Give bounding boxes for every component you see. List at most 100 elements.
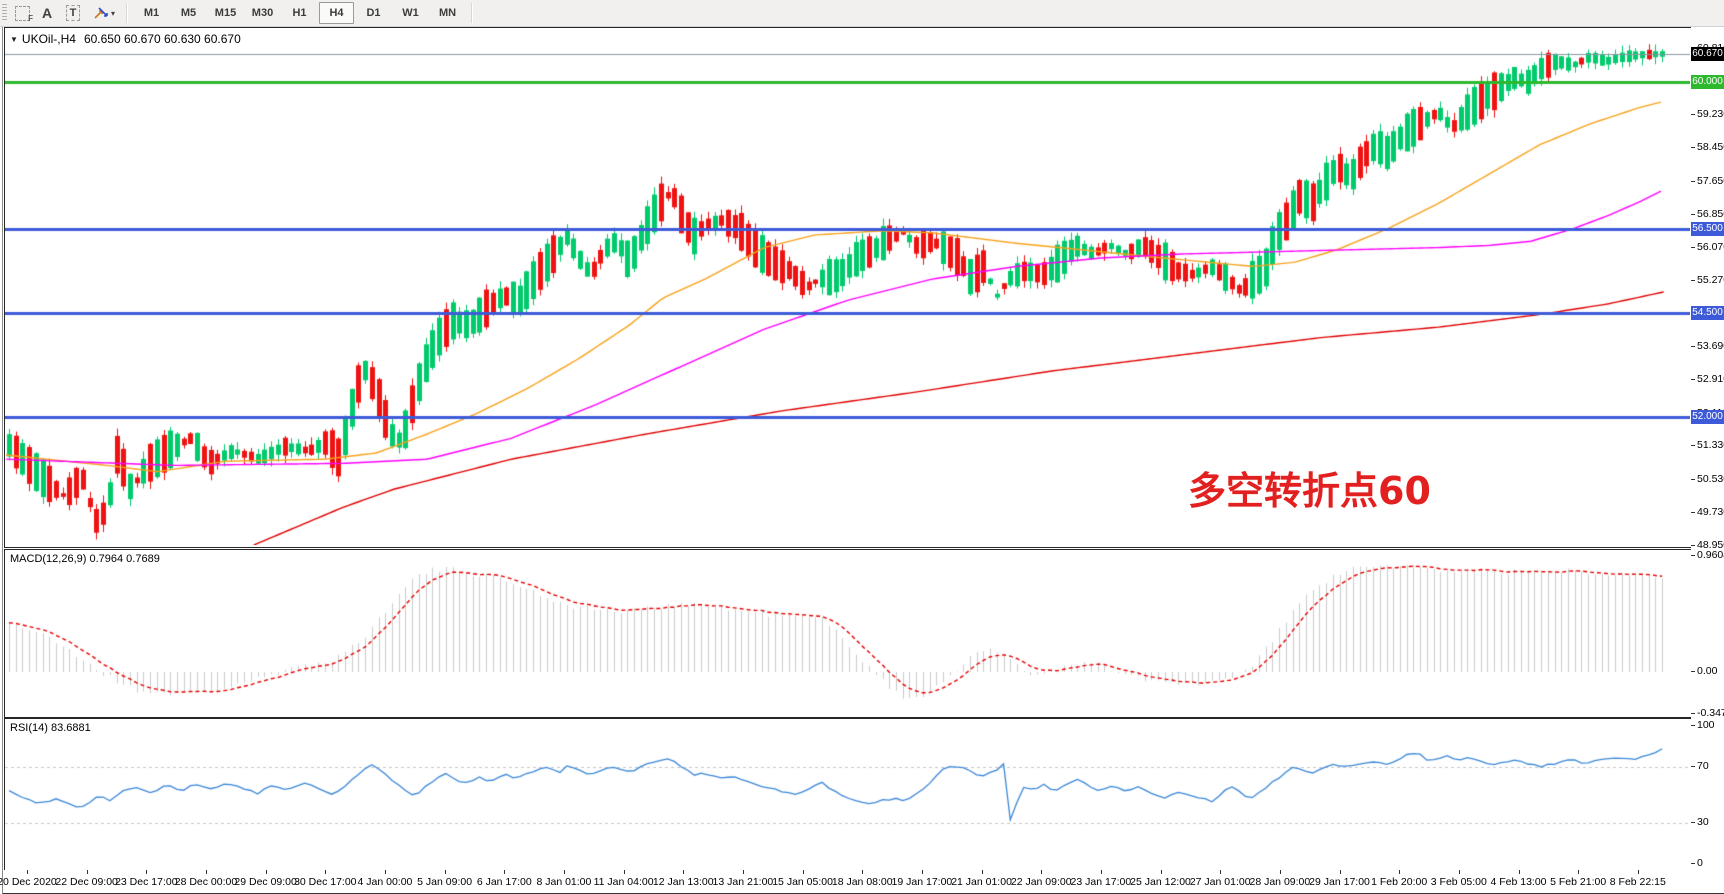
price-axis-label: 56.070	[1697, 241, 1724, 253]
price-badge-60.670: 60.670	[1691, 47, 1724, 61]
price-badge-60.000: 60.000	[1691, 75, 1724, 89]
rsi-axis-label: 70	[1697, 760, 1709, 772]
time-axis-label: 29 Dec 09:00	[234, 876, 297, 888]
time-axis-label: 15 Jan 05:00	[772, 876, 833, 888]
time-axis-tick	[1518, 870, 1520, 874]
rsi-panel: RSI(14) 83.6881	[4, 718, 1693, 872]
timeframe-button-M1[interactable]: M1	[143, 7, 160, 19]
price-axis-tick	[1691, 147, 1695, 148]
price-axis-tick	[1691, 181, 1695, 182]
price-axis-tick	[1691, 214, 1695, 215]
time-axis-tick	[742, 870, 744, 874]
time-axis-tick	[862, 870, 864, 874]
macd-panel: MACD(12,26,9) 0.7964 0.7689	[4, 549, 1693, 718]
price-axis-tick	[1691, 346, 1695, 347]
timeframe-button-H4[interactable]: H4	[319, 2, 354, 24]
time-axis-label: 6 Jan 17:00	[476, 876, 532, 888]
chart-window: ▼ UKOil-,H4 60.650 60.670 60.630 60.670 多空…	[0, 27, 1724, 894]
time-axis-label: 20 Dec 2020	[0, 876, 57, 888]
time-axis-tick	[1458, 870, 1460, 874]
price-axis-label: 49.730	[1697, 506, 1724, 518]
time-axis: 20 Dec 2020 22 Dec 09:00 23 Dec 17:00 28 De…	[0, 870, 1724, 894]
f-subscript-label: F	[28, 14, 33, 23]
time-axis-label: 5 Feb 21:00	[1550, 876, 1607, 888]
dashed-box-glyph	[15, 6, 30, 21]
time-axis-tick	[444, 870, 446, 874]
timeframe-button-M15[interactable]: M15	[214, 7, 237, 19]
time-axis-label: 19 Jan 17:00	[891, 876, 953, 888]
timeframe-button-D1[interactable]: D1	[366, 7, 381, 19]
time-axis-tick	[1637, 870, 1639, 874]
time-axis-tick	[1339, 870, 1341, 874]
dotted-frame-icon[interactable]: F	[11, 2, 35, 24]
time-axis-tick	[86, 870, 88, 874]
time-axis-label: 13 Jan 21:00	[712, 876, 774, 888]
letter-a-glyph: A	[41, 5, 53, 21]
macd-axis-tick	[1691, 671, 1695, 672]
price-axis-tick	[1691, 114, 1695, 115]
macd-axis-tick	[1691, 555, 1695, 556]
time-axis-tick	[1100, 870, 1102, 874]
time-axis-tick	[205, 870, 207, 874]
text-label-icon[interactable]: A	[35, 2, 59, 24]
timeframe-button-MN[interactable]: MN	[438, 7, 457, 19]
macd-axis-label: 0.9604	[1697, 549, 1724, 561]
time-axis-tick	[1220, 870, 1222, 874]
time-axis-label: 29 Jan 17:00	[1309, 876, 1370, 888]
time-axis-tick	[1041, 870, 1043, 874]
time-axis-label: 5 Jan 09:00	[417, 876, 473, 888]
symbol-dropdown-caret[interactable]: ▼	[10, 35, 18, 44]
time-axis-label: 21 Jan 01:00	[951, 876, 1012, 888]
rsi-axis-label: 0	[1697, 857, 1703, 869]
chart-annotation-text: 多空转折点60	[1188, 469, 1431, 513]
time-axis-tick	[504, 870, 506, 874]
time-axis-label: 25 Jan 12:00	[1130, 876, 1191, 888]
timeframe-button-M30[interactable]: M30	[251, 7, 274, 19]
price-axis-tick	[1691, 479, 1695, 480]
time-axis-label: 28 Jan 09:00	[1249, 876, 1311, 888]
letter-t-glyph: T	[65, 5, 81, 21]
price-axis-label: 52.910	[1697, 373, 1724, 385]
price-axis-label: 57.650	[1697, 175, 1724, 187]
rsi-axis-tick	[1691, 725, 1695, 726]
price-axis-tick	[1691, 445, 1695, 446]
rsi-canvas[interactable]	[5, 719, 1690, 869]
time-axis-tick	[384, 870, 386, 874]
price-badge-52.000: 52.000	[1691, 410, 1724, 424]
rsi-axis-label: 100	[1697, 719, 1715, 731]
time-axis-label: 4 Feb 13:00	[1490, 876, 1547, 888]
timeframe-button-M5[interactable]: M5	[180, 7, 197, 19]
diagonal-arrows-glyph	[94, 7, 108, 19]
macd-axis-tick	[1691, 713, 1695, 714]
price-axis-label: 55.270	[1697, 274, 1724, 286]
price-axis-tick	[1691, 247, 1695, 248]
price-axis-label: 59.230	[1697, 108, 1724, 120]
timeframe-group: M1 M5 M15 M30 H1 H4 D1 W1 MN	[133, 0, 466, 26]
macd-axis-label: -0.3473	[1697, 707, 1724, 719]
time-axis-tick	[921, 870, 923, 874]
time-axis-label: 18 Jan 08:00	[831, 876, 893, 888]
toolbar-separator	[126, 3, 128, 23]
price-axis-tick	[1691, 512, 1695, 513]
time-axis-label: 23 Jan 17:00	[1070, 876, 1132, 888]
timeframe-button-H1[interactable]: H1	[292, 7, 307, 19]
macd-canvas[interactable]	[5, 550, 1690, 715]
price-axis-label: 56.850	[1697, 208, 1724, 220]
arrow-objects-icon[interactable]: ▾	[87, 2, 121, 24]
price-axis-tick	[1691, 545, 1695, 546]
time-axis-label: 27 Jan 01:00	[1189, 876, 1251, 888]
time-axis-tick	[1160, 870, 1162, 874]
toolbar-drag-handle[interactable]	[2, 4, 7, 22]
macd-axis-label: 0.00	[1697, 665, 1718, 677]
time-axis-tick	[27, 870, 28, 874]
time-axis-tick	[1578, 870, 1580, 874]
time-axis-tick	[1399, 870, 1401, 874]
price-chart-canvas[interactable]	[5, 28, 1690, 545]
text-box-icon[interactable]: T	[59, 2, 87, 24]
time-axis-label: 3 Feb 05:00	[1430, 876, 1487, 888]
rsi-axis-tick	[1691, 863, 1695, 864]
time-axis-tick	[265, 870, 267, 874]
toolbar-separator	[471, 3, 473, 23]
timeframe-button-W1[interactable]: W1	[402, 7, 419, 19]
macd-label: MACD(12,26,9) 0.7964 0.7689	[10, 553, 160, 565]
